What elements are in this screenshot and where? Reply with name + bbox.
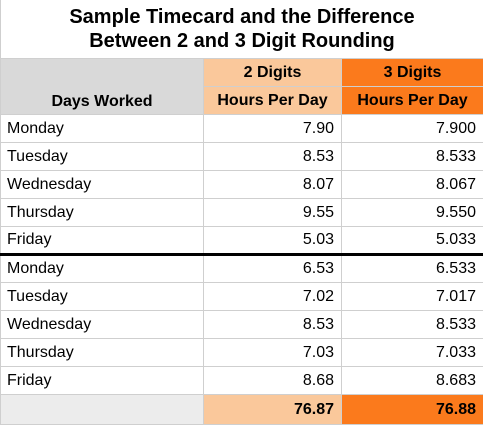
day-cell[interactable]: Monday (0, 253, 204, 283)
two-digit-cell[interactable]: 8.07 (203, 170, 342, 199)
three-digit-cell[interactable]: 8.067 (341, 170, 483, 199)
three-digit-cell[interactable]: 5.033 (341, 226, 483, 255)
table-row: Tuesday 8.53 8.533 (0, 142, 483, 171)
title-cell[interactable]: Sample Timecard and the Difference Betwe… (0, 0, 483, 59)
day-cell[interactable]: Thursday (0, 338, 204, 367)
three-digit-cell[interactable]: 7.017 (341, 282, 483, 311)
day-cell[interactable]: Tuesday (0, 142, 204, 171)
header-3-digits[interactable]: 3 Digits (341, 58, 483, 87)
two-digit-cell[interactable]: 5.03 (203, 226, 342, 255)
two-digit-cell[interactable]: 7.02 (203, 282, 342, 311)
two-digit-cell[interactable]: 8.68 (203, 366, 342, 395)
table-row: Thursday 9.55 9.550 (0, 198, 483, 227)
two-digit-cell[interactable]: 7.03 (203, 338, 342, 367)
table-row: Tuesday 7.02 7.017 (0, 282, 483, 311)
title-line-2: Between 2 and 3 Digit Rounding (89, 30, 395, 52)
table-row: Monday 7.90 7.900 (0, 114, 483, 143)
total-2-digits[interactable]: 76.87 (203, 394, 342, 425)
table-row: Wednesday 8.07 8.067 (0, 170, 483, 199)
three-digit-cell[interactable]: 8.533 (341, 310, 483, 339)
table-row: Friday 5.03 5.033 (0, 226, 483, 255)
day-cell[interactable]: Wednesday (0, 170, 204, 199)
day-cell[interactable]: Monday (0, 114, 204, 143)
three-digit-cell[interactable]: 6.533 (341, 253, 483, 283)
header-row-1: Days Worked 2 Digits 3 Digits (0, 58, 483, 115)
day-cell[interactable]: Friday (0, 226, 204, 255)
day-cell[interactable]: Tuesday (0, 282, 204, 311)
three-digit-cell[interactable]: 8.533 (341, 142, 483, 171)
three-digit-cell[interactable]: 7.033 (341, 338, 483, 367)
table-row: Wednesday 8.53 8.533 (0, 310, 483, 339)
three-digit-cell[interactable]: 8.683 (341, 366, 483, 395)
two-digit-cell[interactable]: 7.90 (203, 114, 342, 143)
two-digit-cell[interactable]: 6.53 (203, 253, 342, 283)
two-digit-cell[interactable]: 8.53 (203, 142, 342, 171)
header-hours-2[interactable]: Hours Per Day (203, 86, 342, 115)
day-cell[interactable]: Friday (0, 366, 204, 395)
header-days-worked[interactable]: Days Worked (0, 58, 204, 115)
table-row: Monday 6.53 6.533 (0, 253, 483, 283)
day-cell[interactable]: Thursday (0, 198, 204, 227)
header-hours-3[interactable]: Hours Per Day (341, 86, 483, 115)
header-row-2: Hours Per Day Hours Per Day (1, 86, 483, 115)
header-2-digits[interactable]: 2 Digits (203, 58, 342, 87)
two-digit-cell[interactable]: 9.55 (203, 198, 342, 227)
three-digit-cell[interactable]: 7.900 (341, 114, 483, 143)
two-digit-cell[interactable]: 8.53 (203, 310, 342, 339)
totals-blank-cell[interactable] (0, 394, 204, 425)
title-row: Sample Timecard and the Difference Betwe… (0, 0, 483, 59)
title-line-1: Sample Timecard and the Difference (69, 6, 415, 28)
totals-row: 76.87 76.88 (0, 394, 483, 425)
table-row: Thursday 7.03 7.033 (0, 338, 483, 367)
three-digit-cell[interactable]: 9.550 (341, 198, 483, 227)
table-row: Friday 8.68 8.683 (0, 366, 483, 395)
total-3-digits[interactable]: 76.88 (341, 394, 483, 425)
day-cell[interactable]: Wednesday (0, 310, 204, 339)
timecard-table: Sample Timecard and the Difference Betwe… (0, 0, 483, 425)
